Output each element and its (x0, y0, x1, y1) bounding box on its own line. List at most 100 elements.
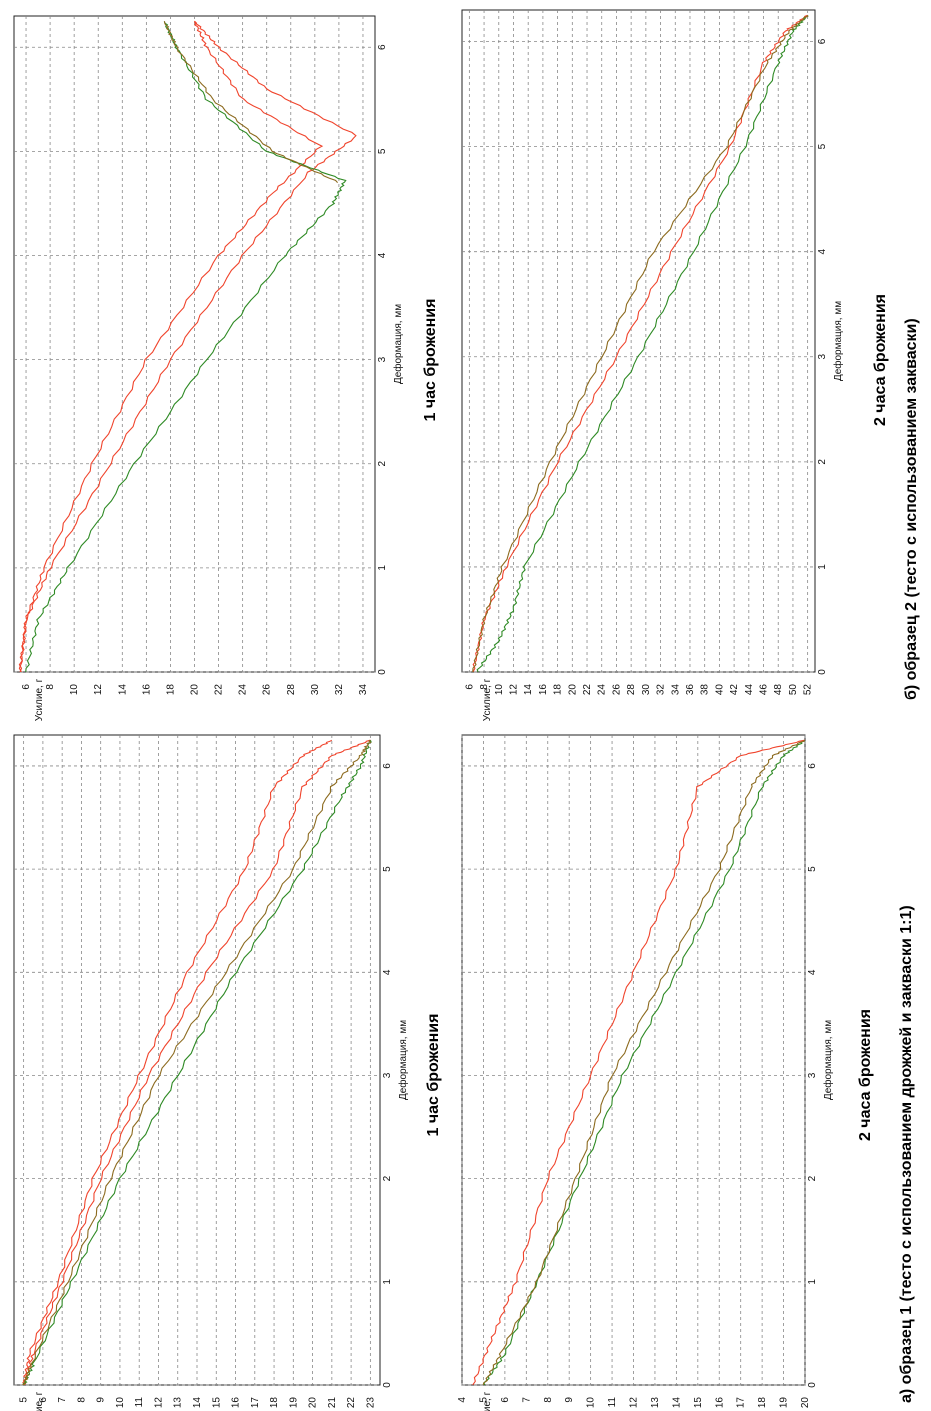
x-tick-label: 5 (382, 866, 393, 872)
y-tick-label: 10 (494, 684, 505, 696)
series-line-curve-2 (476, 15, 809, 672)
y-tick-label: 8 (543, 1397, 554, 1403)
y-tick-label: 19 (779, 1397, 790, 1409)
y-tick-label: 8 (76, 1397, 87, 1403)
series-line-curve-4 (163, 21, 338, 183)
y-tick-label: 46 (759, 684, 770, 696)
y-tick-label: 20 (567, 684, 578, 696)
y-tick-label: 12 (508, 684, 519, 696)
x-tick-label: 1 (382, 1279, 393, 1285)
chart-title: 1 час брожения (425, 1014, 442, 1137)
x-tick-label: 0 (807, 1382, 818, 1388)
y-tick-label: 14 (523, 684, 534, 696)
y-tick-label: 13 (650, 1397, 661, 1409)
y-tick-label: 14 (117, 684, 128, 696)
y-tick-label: 26 (262, 684, 273, 696)
chart-title: 1 час брожения (422, 299, 439, 422)
y-tick-label: 18 (553, 684, 564, 696)
y-tick-label: 14 (671, 1397, 682, 1409)
series-line-curve-1 (22, 739, 371, 1385)
y-tick-label: 34 (670, 684, 681, 696)
panel-b-caption-group: б) образец 2 (тесто с использованием зак… (903, 318, 920, 700)
x-tick-label: 1 (817, 564, 828, 570)
y-tick-label: 6 (21, 684, 32, 690)
y-tick-label: 12 (93, 684, 104, 696)
y-tick-label: 48 (773, 684, 784, 696)
y-tick-label: 24 (597, 684, 608, 696)
x-tick-label: 3 (377, 356, 388, 362)
y-tick-label: 17 (736, 1397, 747, 1409)
y-tick-label: 32 (334, 684, 345, 696)
x-axis-label: Деформация, мм (392, 304, 404, 384)
y-tick-label: 26 (611, 684, 622, 696)
x-tick-label: 6 (382, 763, 393, 769)
x-tick-label: 2 (382, 1175, 393, 1181)
y-tick-label: 23 (365, 1397, 376, 1409)
series-line-curve-3 (25, 21, 347, 672)
y-tick-label: 30 (310, 684, 321, 696)
y-tick-label: 40 (714, 684, 725, 696)
y-tick-label: 17 (250, 1397, 261, 1409)
x-tick-label: 0 (382, 1382, 393, 1388)
y-tick-label: 6 (38, 1397, 49, 1403)
series-line-curve-3 (22, 740, 372, 1385)
series-line-curve-1 (472, 739, 805, 1385)
x-tick-label: 6 (817, 38, 828, 44)
y-tick-label: 12 (629, 1397, 640, 1409)
x-tick-label: 5 (807, 866, 818, 872)
x-tick-label: 6 (807, 763, 818, 769)
x-tick-label: 4 (817, 248, 828, 254)
y-tick-label: 5 (478, 1397, 489, 1403)
y-tick-label: 16 (538, 684, 549, 696)
y-tick-label: 10 (115, 1397, 126, 1409)
y-tick-label: 7 (57, 1397, 68, 1403)
x-tick-label: 0 (377, 669, 388, 675)
y-tick-label: 20 (190, 684, 201, 696)
y-tick-label: 22 (214, 684, 225, 696)
panel-b-caption: б) образец 2 (тесто с использованием зак… (903, 318, 920, 700)
x-tick-label: 3 (382, 1072, 393, 1078)
x-axis-label: Деформация, мм (397, 1020, 409, 1100)
y-tick-label: 24 (238, 684, 249, 696)
x-tick-label: 5 (817, 143, 828, 149)
x-axis-label: Деформация, мм (832, 301, 844, 381)
series-line-curve-2 (22, 739, 333, 1385)
x-tick-label: 2 (377, 461, 388, 467)
x-tick-label: 3 (817, 354, 828, 360)
y-tick-label: 18 (269, 1397, 280, 1409)
y-tick-label: 9 (96, 1397, 107, 1403)
y-tick-label: 14 (192, 1397, 203, 1409)
y-tick-label: 13 (173, 1397, 184, 1409)
y-tick-label: 30 (641, 684, 652, 696)
y-tick-label: 4 (457, 1397, 468, 1403)
y-tick-label: 11 (134, 1397, 145, 1408)
x-tick-label: 2 (817, 459, 828, 465)
series-line-curve-1 (18, 21, 357, 672)
x-axis-label: Деформация, мм (822, 1020, 834, 1100)
chart-title: 2 часа брожения (872, 294, 889, 426)
y-tick-label: 16 (231, 1397, 242, 1409)
y-tick-label: 20 (800, 1397, 811, 1409)
plot-frame (461, 9, 816, 673)
y-tick-label: 7 (521, 1397, 532, 1403)
y-tick-label: 6 (464, 684, 475, 690)
y-tick-label: 22 (582, 684, 593, 696)
x-tick-label: 4 (377, 252, 388, 258)
y-tick-label: 20 (308, 1397, 319, 1409)
y-tick-label: 52 (803, 684, 814, 696)
y-axis-label: Усилие, г (482, 1391, 493, 1411)
y-axis-label: Усилие, г (34, 678, 45, 721)
x-tick-label: 0 (817, 669, 828, 675)
y-tick-label: 8 (479, 684, 490, 690)
series-line-curve-2 (18, 20, 324, 672)
y-tick-label: 44 (744, 684, 755, 696)
panel-a-caption-group: а) образец 1 (тесто с использованием дро… (898, 905, 915, 1403)
y-tick-label: 38 (700, 684, 711, 696)
y-tick-label: 34 (358, 684, 369, 696)
y-tick-label: 6 (500, 1397, 511, 1403)
y-axis-label: Усилие, г (34, 1391, 45, 1411)
y-tick-label: 18 (757, 1397, 768, 1409)
